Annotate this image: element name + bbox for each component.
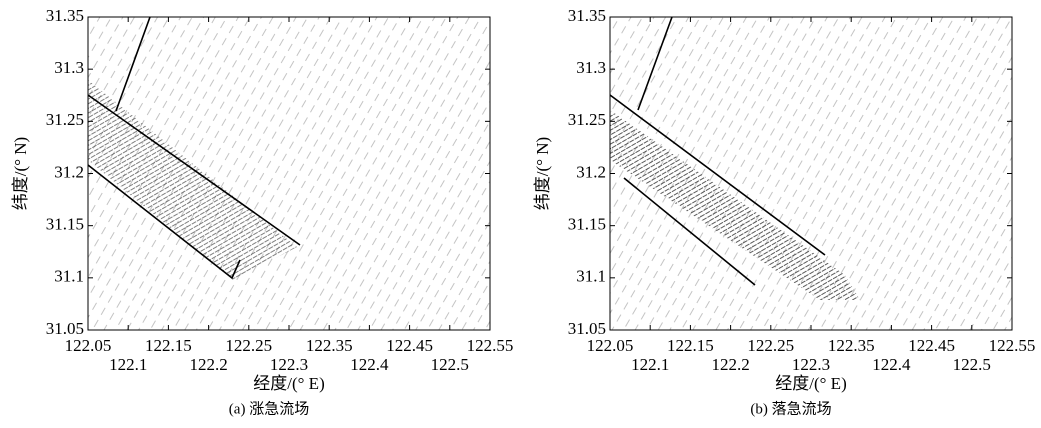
x-tick-label: 122.2	[189, 355, 227, 374]
panel-b-structures	[609, 16, 1012, 330]
y-tick-label: 31.05	[568, 319, 606, 338]
y-axis-label: 纬度/(° N)	[533, 137, 552, 210]
x-tick-label: 122.3	[792, 355, 830, 374]
x-tick-label: 122.05	[65, 336, 112, 355]
x-tick-label: 122.55	[467, 336, 514, 355]
x-tick-label: 122.5	[953, 355, 991, 374]
y-tick-label: 31.05	[46, 319, 84, 338]
y-tick-label: 31.1	[576, 267, 606, 286]
x-tick-label: 122.1	[631, 355, 669, 374]
x-tick-label: 122.1	[109, 355, 147, 374]
x-axis-label: 经度/(° E)	[775, 374, 846, 393]
caption: (b) 落急流场	[750, 400, 831, 417]
x-tick-label: 122.25	[747, 336, 794, 355]
x-tick-label: 122.15	[667, 336, 714, 355]
x-tick-label: 122.4	[350, 355, 389, 374]
y-tick-label: 31.25	[46, 110, 84, 129]
training-wall	[609, 16, 826, 286]
channel-texture	[610, 110, 860, 300]
y-axis-label: 纬度/(° N)	[11, 137, 30, 210]
y-tick-label: 31.2	[54, 162, 84, 181]
y-tick-label: 31.25	[568, 110, 606, 129]
training-wall	[87, 16, 301, 280]
y-tick-label: 31.1	[54, 267, 84, 286]
x-tick-label: 122.35	[828, 336, 875, 355]
x-tick-label: 122.35	[306, 336, 353, 355]
y-tick-label: 31.35	[568, 6, 606, 25]
x-tick-label: 122.2	[711, 355, 749, 374]
y-tick-label: 31.3	[576, 58, 606, 77]
caption: (a) 涨急流场	[229, 400, 309, 417]
y-tick-label: 31.2	[576, 162, 606, 181]
x-tick-label: 122.05	[587, 336, 634, 355]
x-tick-label: 122.15	[145, 336, 192, 355]
y-tick-label: 31.35	[46, 6, 84, 25]
y-tick-label: 31.15	[46, 215, 84, 234]
channel-texture	[88, 80, 297, 280]
y-tick-label: 31.15	[568, 215, 606, 234]
x-tick-label: 122.45	[908, 336, 955, 355]
x-tick-label: 122.25	[225, 336, 272, 355]
x-tick-label: 122.55	[989, 336, 1036, 355]
panel-a-structures	[87, 16, 490, 330]
x-tick-label: 122.5	[431, 355, 469, 374]
x-axis-label: 经度/(° E)	[253, 374, 324, 393]
x-tick-label: 122.45	[386, 336, 433, 355]
y-tick-label: 31.3	[54, 58, 84, 77]
x-tick-label: 122.4	[872, 355, 911, 374]
x-tick-label: 122.3	[270, 355, 308, 374]
